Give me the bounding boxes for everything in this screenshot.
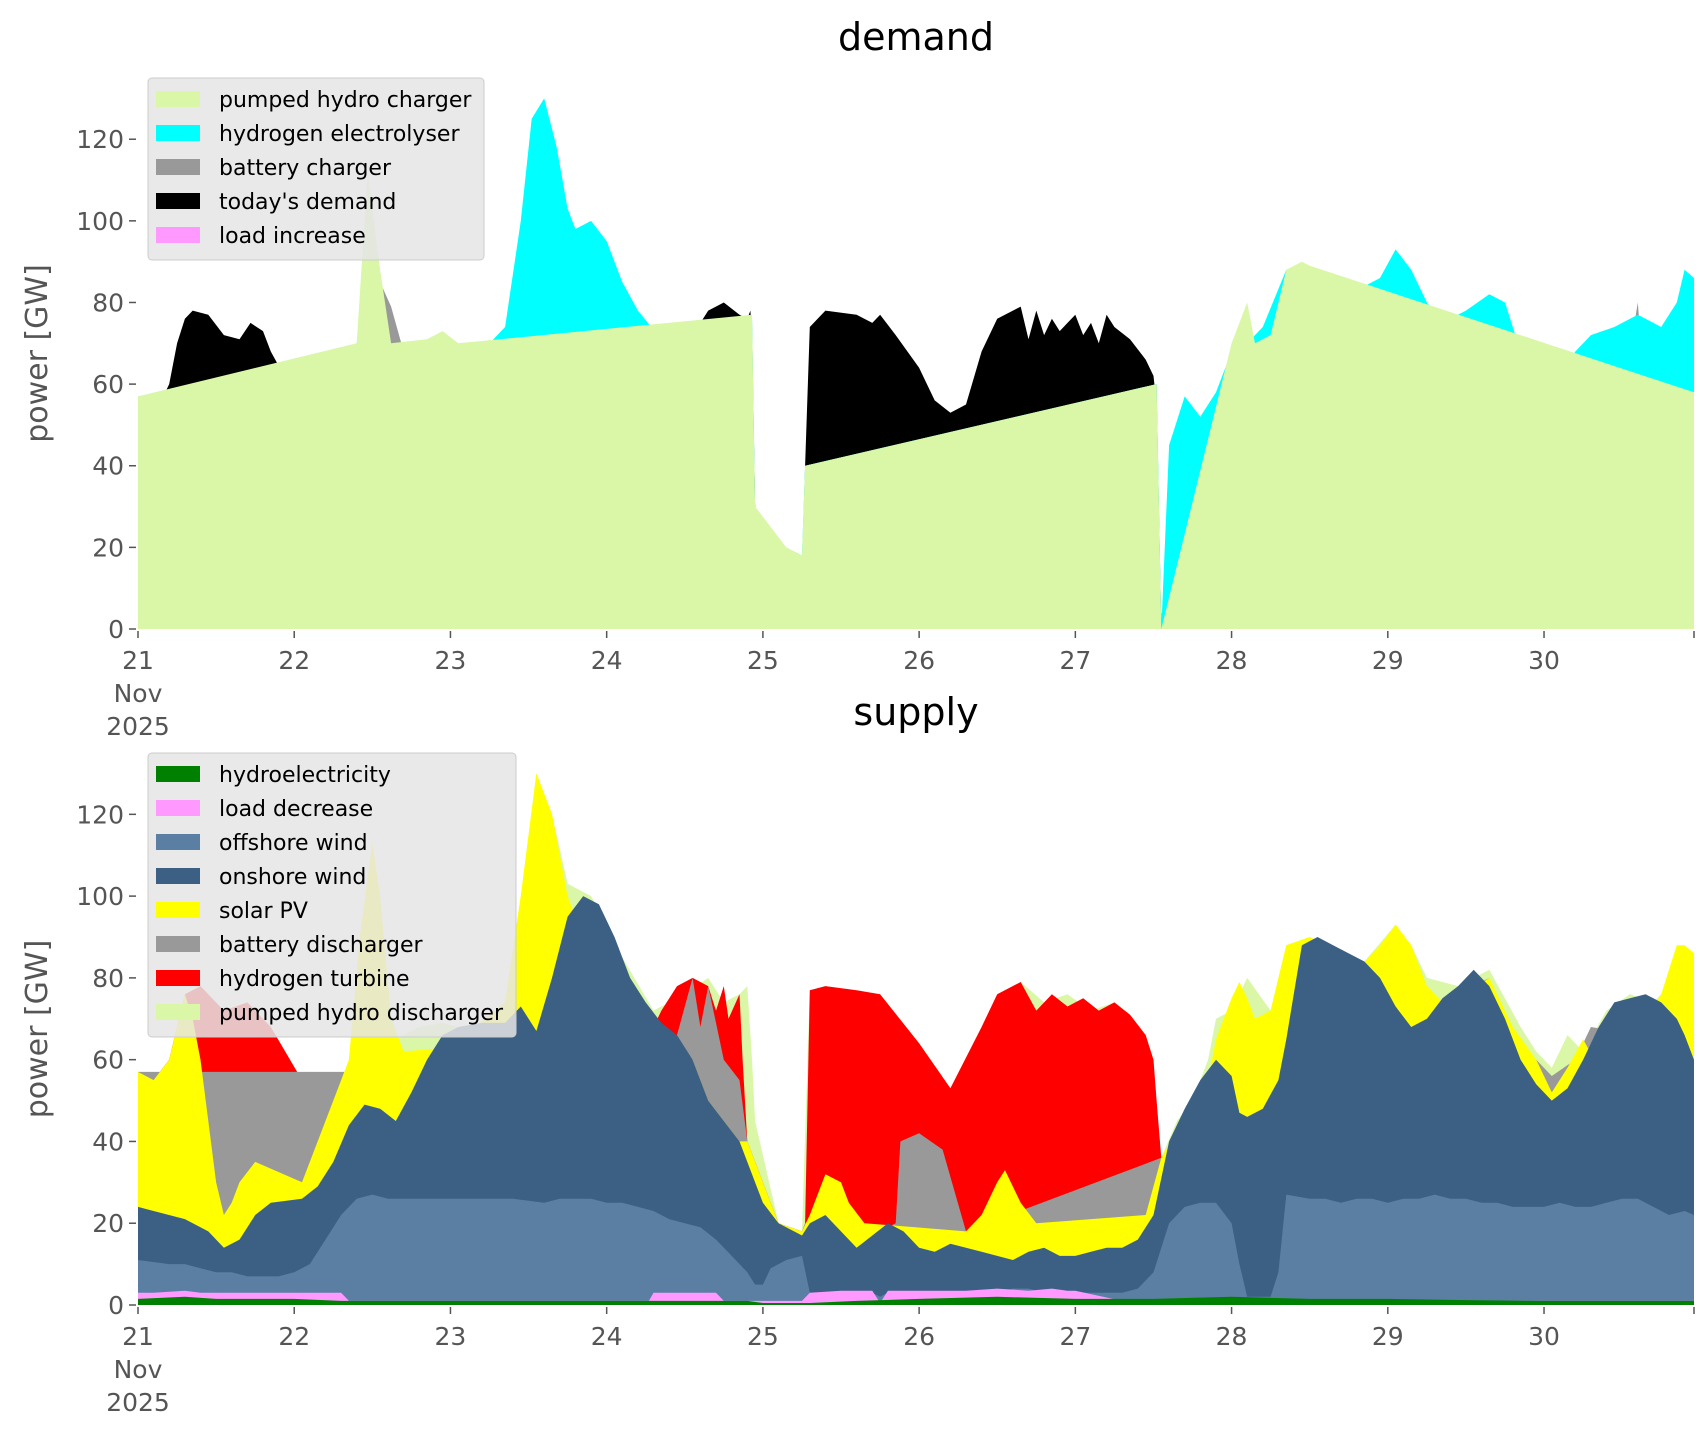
legend-label-pumped-hydro-discharger: pumped hydro discharger xyxy=(219,1001,504,1026)
x-tick-sublabel: Nov xyxy=(114,679,163,708)
x-tick-label: 28 xyxy=(1216,1322,1248,1351)
x-tick-label: 23 xyxy=(435,646,467,675)
x-tick-label: 27 xyxy=(1059,1322,1091,1351)
legend-swatch-pumped-hydro-charger xyxy=(156,91,200,107)
x-tick-label: 22 xyxy=(278,646,310,675)
x-tick-label: 29 xyxy=(1372,1322,1404,1351)
legend: pumped hydro charger hydrogen electrolyse… xyxy=(147,77,485,261)
x-tick-label: 30 xyxy=(1528,1322,1560,1351)
legend-label-battery-discharger: battery discharger xyxy=(219,933,424,958)
legend-label-onshore-wind: onshore wind xyxy=(219,865,366,890)
legend-swatch-hydrogen-turbine xyxy=(156,970,200,986)
legend-label-today-s-demand: today's demand xyxy=(219,190,396,215)
legend-label-solar-pv: solar PV xyxy=(219,899,308,924)
x-tick-label: 27 xyxy=(1059,646,1091,675)
y-tick-label: 20 xyxy=(92,1209,124,1238)
x-tick-sublabel: Nov xyxy=(114,1355,163,1384)
x-tick-label: 22 xyxy=(278,1322,310,1351)
legend-swatch-battery-charger xyxy=(156,159,200,175)
demand-panel: demand power [GW] 0 20 40 60 80 100 120 21 Nov 2025… xyxy=(20,15,1695,741)
legend-swatch-solar-pv xyxy=(156,902,200,918)
legend-swatch-onshore-wind xyxy=(156,868,200,884)
legend-swatch-battery-discharger xyxy=(156,936,200,952)
y-tick-label: 100 xyxy=(76,207,124,236)
legend-swatch-hydrogen-electrolyser xyxy=(156,125,200,141)
legend-label-hydrogen-electrolyser: hydrogen electrolyser xyxy=(219,122,460,147)
x-tick-sublabel: 2025 xyxy=(106,1388,170,1417)
y-axis-label: power [GW] xyxy=(20,264,55,443)
y-axis-label: power [GW] xyxy=(20,940,55,1119)
supply-panel: supply power [GW] 0 20 40 60 80 100 120 21 Nov 2025… xyxy=(20,690,1695,1417)
legend-label-battery-charger: battery charger xyxy=(219,156,392,181)
legend-swatch-offshore-wind xyxy=(156,834,200,850)
y-tick-label: 20 xyxy=(92,533,124,562)
legend-swatch-today-s-demand xyxy=(156,193,200,209)
series-areas xyxy=(138,98,1694,629)
y-tick-label: 40 xyxy=(92,1127,124,1156)
x-tick-label: 25 xyxy=(747,646,779,675)
y-tick-label: 80 xyxy=(92,288,124,317)
legend-label-hydroelectricity: hydroelectricity xyxy=(219,763,391,788)
chart-title: demand xyxy=(838,15,994,59)
area-pumped-hydro-charger xyxy=(138,171,1694,629)
legend-label-load-increase: load increase xyxy=(219,224,366,249)
legend-swatch-hydroelectricity xyxy=(156,766,200,782)
x-tick-label: 24 xyxy=(591,646,623,675)
legend-label-hydrogen-turbine: hydrogen turbine xyxy=(219,967,410,992)
x-tick-label: 24 xyxy=(591,1322,623,1351)
x-tick-label: 25 xyxy=(747,1322,779,1351)
y-tick-label: 0 xyxy=(108,615,124,644)
legend-box xyxy=(147,752,517,1038)
legend-swatch-load-increase xyxy=(156,227,200,243)
legend-label-load-decrease: load decrease xyxy=(219,797,373,822)
x-tick-label: 26 xyxy=(903,646,935,675)
x-tick-label: 30 xyxy=(1528,646,1560,675)
x-tick-label: 29 xyxy=(1372,646,1404,675)
y-tick-label: 80 xyxy=(92,964,124,993)
legend-swatch-load-decrease xyxy=(156,800,200,816)
y-tick-label: 120 xyxy=(76,125,124,154)
y-tick-label: 0 xyxy=(108,1291,124,1320)
x-tick-label: 26 xyxy=(903,1322,935,1351)
legend-label-offshore-wind: offshore wind xyxy=(219,831,368,856)
y-tick-label: 60 xyxy=(92,1046,124,1075)
area-offshore-wind xyxy=(138,1194,1694,1305)
x-tick-label: 23 xyxy=(435,1322,467,1351)
y-tick-label: 120 xyxy=(76,800,124,829)
legend-label-pumped-hydro-charger: pumped hydro charger xyxy=(219,88,472,113)
legend-swatch-pumped-hydro-discharger xyxy=(156,1004,200,1020)
legend: hydroelectricity load decrease offshore wi… xyxy=(147,752,517,1038)
legend-box xyxy=(147,77,485,261)
x-tick-label: 21 xyxy=(122,646,154,675)
y-tick-label: 100 xyxy=(76,882,124,911)
x-tick-label: 28 xyxy=(1216,646,1248,675)
y-tick-label: 60 xyxy=(92,370,124,399)
y-tick-label: 40 xyxy=(92,452,124,481)
x-tick-sublabel: 2025 xyxy=(106,712,170,741)
area-hydroelectricity xyxy=(138,1296,1694,1305)
chart-title: supply xyxy=(853,690,978,734)
x-tick-label: 21 xyxy=(122,1322,154,1351)
series-areas xyxy=(138,773,1694,1305)
